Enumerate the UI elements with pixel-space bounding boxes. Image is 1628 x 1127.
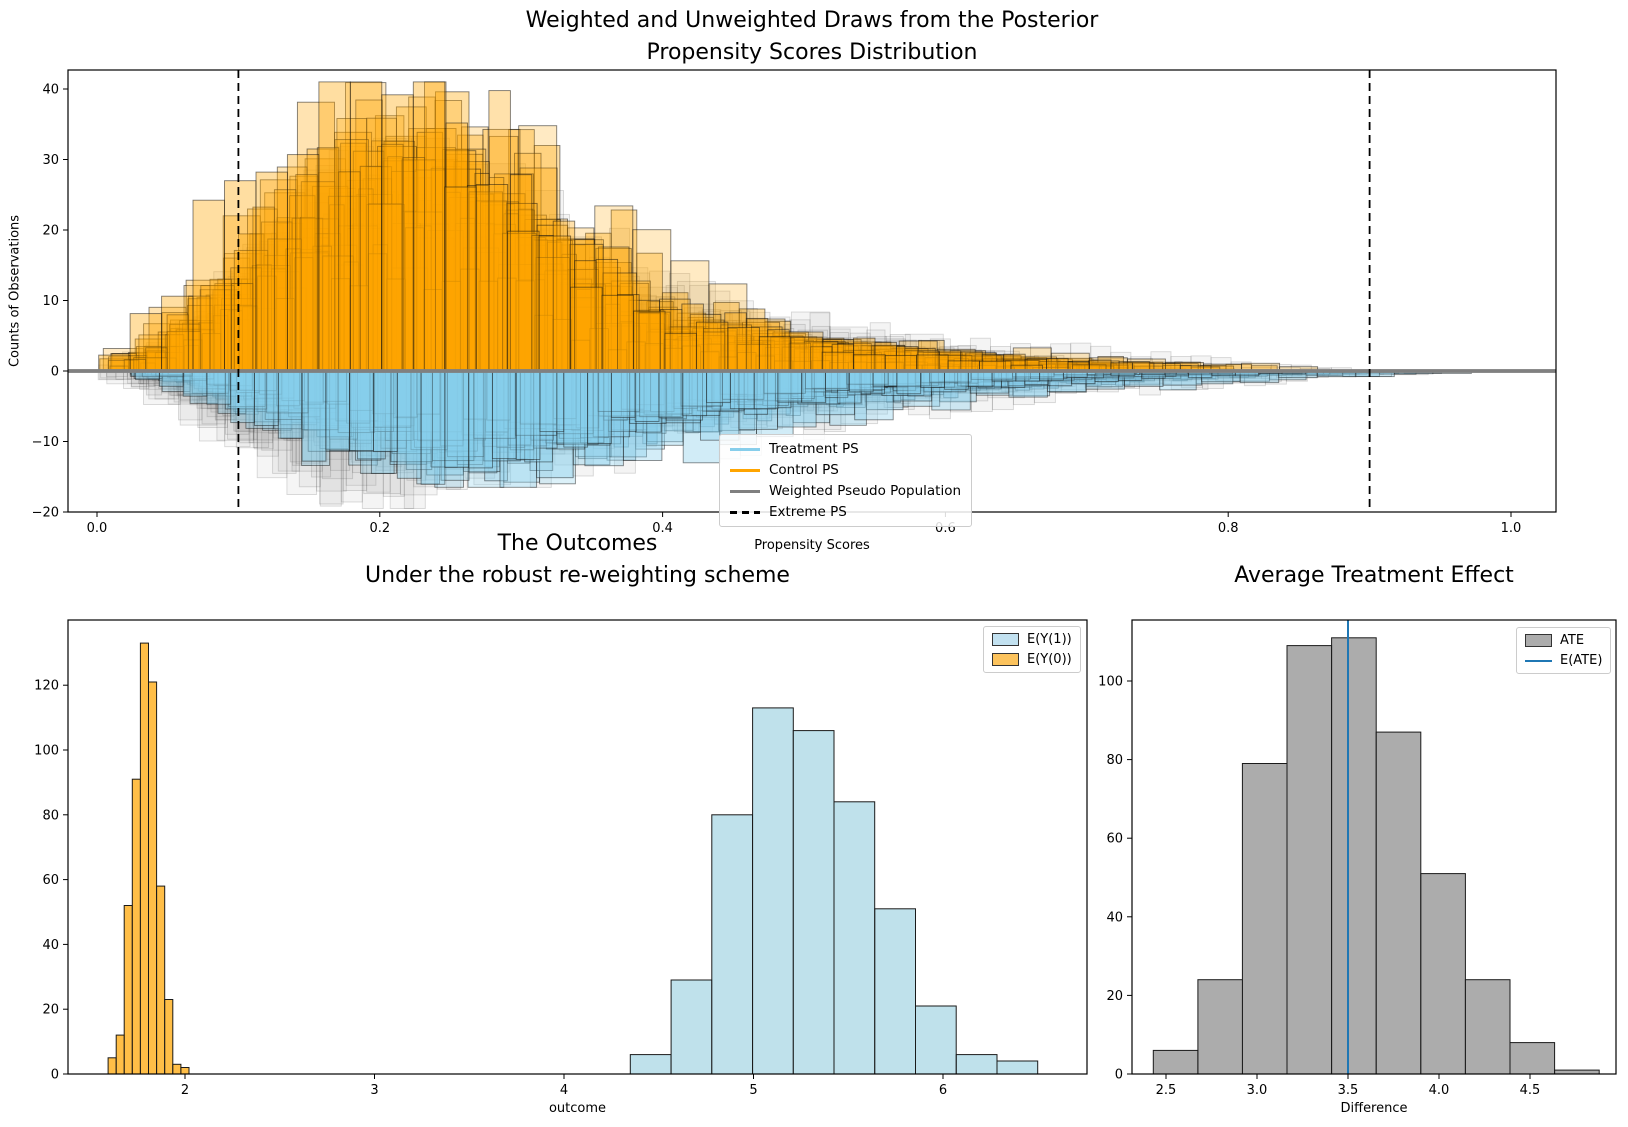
legend-label: Extreme PS: [769, 504, 847, 520]
y-axis-ticks: −20 −10 0 10 20 30 40: [32, 83, 68, 521]
legend-entry-extreme-ps: Extreme PS: [730, 504, 961, 520]
svg-text:3: 3: [370, 1083, 378, 1098]
legend-entry-e-ate: E(ATE): [1525, 653, 1602, 668]
treatment-ps-draws: [129, 370, 1472, 488]
svg-text:5: 5: [749, 1083, 757, 1098]
svg-text:80: 80: [1106, 753, 1123, 768]
svg-text:0.8: 0.8: [1218, 521, 1239, 536]
legend-label: Control PS: [769, 462, 839, 478]
y-axis-ticks: 0 20 40 60 80 100: [1098, 675, 1132, 1083]
legend-label: E(ATE): [1560, 653, 1603, 668]
legend-entry-control-ps: Control PS: [730, 462, 961, 478]
top-plot-yaxis-label: Counts of Observations: [7, 214, 23, 368]
e-ate-line-swatch: [1525, 659, 1552, 662]
legend-entry-ey0: E(Y(0)): [992, 652, 1072, 667]
legend-label: ATE: [1560, 633, 1585, 648]
svg-text:6: 6: [939, 1083, 947, 1098]
svg-text:20: 20: [42, 224, 59, 239]
legend-entry-ey1: E(Y(1)): [992, 632, 1072, 647]
top-plot-title-line1: Weighted and Unweighted Draws from the P…: [525, 8, 1099, 33]
top-plot-title-line2: Propensity Scores Distribution: [646, 40, 978, 65]
ey1-histogram-bars: [629, 707, 1039, 1075]
ey0-histogram-bars: [107, 642, 190, 1075]
svg-text:1.0: 1.0: [1501, 521, 1522, 536]
svg-text:2.5: 2.5: [1156, 1083, 1177, 1098]
svg-text:20: 20: [1106, 989, 1123, 1004]
posterior-draws-layer: [97, 81, 1472, 509]
svg-text:4: 4: [560, 1083, 568, 1098]
svg-text:0: 0: [51, 1068, 59, 1083]
svg-text:3.5: 3.5: [1338, 1083, 1359, 1098]
ate-plot-legend: ATE E(ATE): [1516, 627, 1612, 674]
axes-frame: [67, 619, 1088, 1075]
y-axis-ticks: 0 20 40 60 80 100 120: [34, 679, 68, 1083]
outcomes-plot-title-line2: Under the robust re-weighting scheme: [365, 563, 790, 588]
control-ps-draws: [98, 81, 1319, 372]
svg-text:20: 20: [42, 1003, 59, 1018]
ey0-patch-swatch: [992, 653, 1019, 666]
svg-text:3.0: 3.0: [1247, 1083, 1268, 1098]
svg-text:60: 60: [42, 873, 59, 888]
x-axis-ticks: 2 3 4 5 6: [181, 1074, 947, 1098]
ate-plot-title: Average Treatment Effect: [1234, 563, 1514, 588]
svg-text:0: 0: [51, 365, 59, 380]
svg-text:4.5: 4.5: [1520, 1083, 1541, 1098]
x-axis-ticks: 2.5 3.0 3.5 4.0 4.5: [1156, 1074, 1541, 1098]
svg-text:60: 60: [1106, 832, 1123, 847]
weighted-pseudo-population-zero-line: [68, 369, 1556, 373]
svg-text:100: 100: [1098, 675, 1123, 690]
legend-entry-weighted-pseudo-population: Weighted Pseudo Population: [730, 483, 961, 499]
extreme-ps-dashed-line-swatch: [730, 510, 760, 514]
legend-label: Weighted Pseudo Population: [769, 483, 962, 499]
top-plot-legend: Treatment PS Control PS Weighted Pseudo …: [719, 434, 973, 527]
svg-text:−10: −10: [32, 435, 59, 450]
ate-plot-xaxis-label: Difference: [1340, 1101, 1408, 1116]
legend-label: E(Y(0)): [1027, 652, 1072, 667]
top-plot-xaxis-label: Propensity Scores: [754, 538, 870, 553]
outcomes-plot-legend: E(Y(1)) E(Y(0)): [983, 626, 1081, 673]
svg-text:−20: −20: [32, 506, 59, 521]
ate-patch-swatch: [1525, 634, 1552, 647]
svg-text:10: 10: [42, 294, 59, 309]
outcomes-plot-title-line1: The Outcomes: [497, 531, 658, 556]
legend-label: E(Y(1)): [1027, 632, 1072, 647]
weighted-pseudo-population-line-swatch: [730, 489, 760, 493]
svg-text:2: 2: [181, 1083, 189, 1098]
treatment-ps-line-swatch: [730, 447, 760, 451]
legend-label: Treatment PS: [769, 441, 859, 457]
svg-text:40: 40: [1106, 910, 1123, 925]
svg-text:100: 100: [34, 744, 59, 759]
ate-histogram-bars: [1152, 637, 1600, 1075]
outcomes-plot-xaxis-label: outcome: [548, 1101, 607, 1116]
svg-text:0: 0: [1115, 1068, 1123, 1083]
svg-text:80: 80: [42, 808, 59, 823]
svg-text:4.0: 4.0: [1429, 1083, 1450, 1098]
svg-text:40: 40: [42, 83, 59, 98]
legend-entry-ate: ATE: [1525, 633, 1602, 648]
svg-text:40: 40: [42, 938, 59, 953]
svg-text:120: 120: [34, 679, 59, 694]
svg-text:30: 30: [42, 153, 59, 168]
legend-entry-treatment-ps: Treatment PS: [730, 441, 961, 457]
ey1-patch-swatch: [992, 633, 1019, 646]
axes-frame: [1131, 619, 1617, 1075]
control-ps-line-swatch: [730, 468, 760, 472]
